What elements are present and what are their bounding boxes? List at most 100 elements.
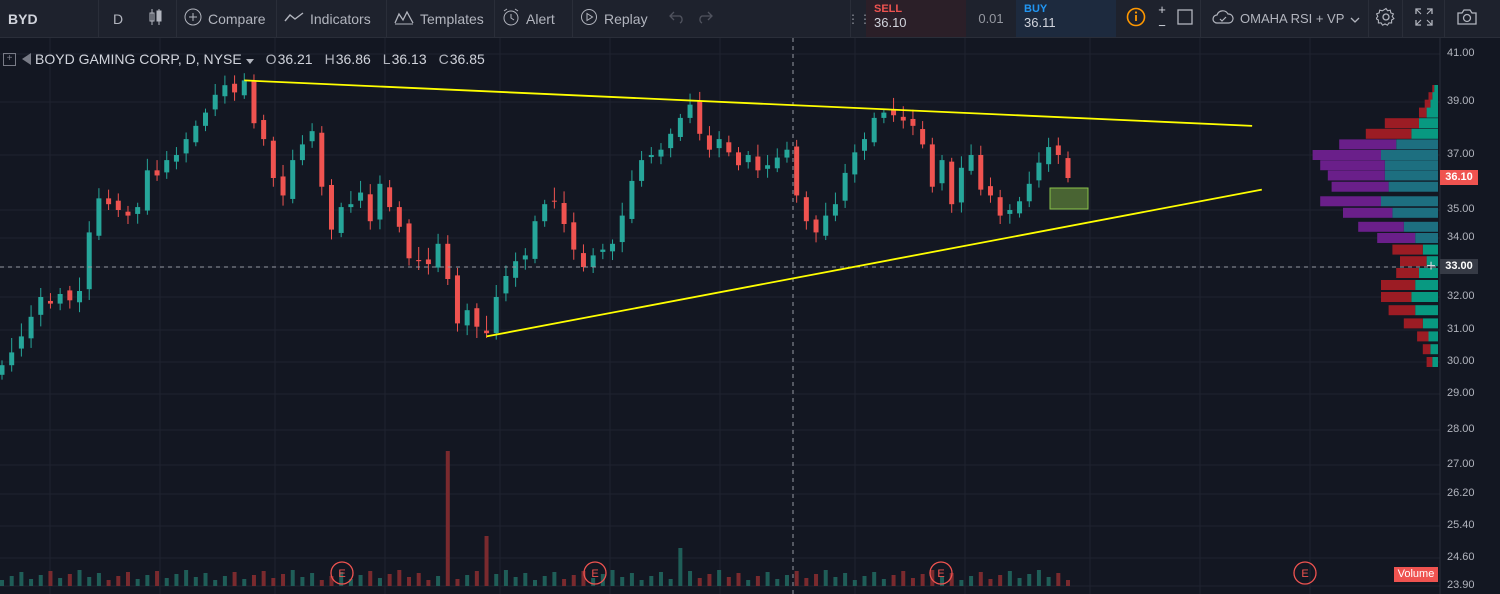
volume-bar [358, 575, 363, 586]
candle-body [610, 243, 616, 252]
candle-body [687, 104, 693, 118]
plus-icon[interactable]: + [1158, 2, 1166, 17]
candle-body [1026, 183, 1032, 202]
candle [619, 202, 625, 253]
candle-body [1046, 147, 1052, 165]
volume-bar [232, 572, 237, 586]
candle-body [416, 260, 422, 262]
volume-bar [872, 572, 877, 586]
info-button[interactable] [1124, 0, 1148, 37]
series-legend: + BOYD GAMING CORP, D, NYSE O 36.21 H 36.8… [0, 50, 485, 68]
candle-body [639, 160, 645, 181]
volume-bar [407, 577, 412, 586]
snapshot-button[interactable] [1452, 0, 1482, 37]
candle-body [784, 149, 790, 158]
candle [338, 202, 344, 238]
fullscreen-button[interactable] [1410, 0, 1438, 37]
square-toggle[interactable] [1174, 0, 1196, 37]
settings-button[interactable] [1372, 0, 1400, 37]
drag-grip-icon[interactable]: ⋮⋮ [847, 11, 871, 26]
redo-button[interactable] [692, 0, 718, 37]
open-value: 36.21 [277, 51, 313, 67]
caret-down-icon[interactable] [245, 51, 254, 67]
volume-bar [251, 575, 256, 586]
replay-button[interactable]: Replay [574, 0, 664, 37]
earnings-circle [583, 561, 607, 585]
volume-bar [319, 580, 324, 586]
alert-button[interactable]: Alert [496, 0, 570, 37]
price-tick-label: 26.20 [1447, 487, 1475, 499]
volume-bar [38, 575, 43, 586]
candle [668, 128, 674, 158]
templates-label: Templates [420, 10, 484, 27]
chart-grid [0, 38, 1440, 594]
sell-button[interactable]: SELL 36.10 [866, 0, 966, 37]
indicators-button[interactable]: Indicators [278, 0, 386, 37]
candle-body [842, 172, 848, 201]
candle [1007, 204, 1013, 224]
chart-type-button[interactable] [138, 0, 174, 37]
candlestick-series [0, 73, 1071, 380]
vp-down-row [1392, 244, 1423, 255]
undo-icon [669, 10, 685, 27]
compare-button[interactable]: Compare [178, 0, 274, 37]
candle [745, 151, 751, 169]
candle-body [677, 117, 683, 137]
symbol-text: BYD [8, 10, 38, 27]
templates-button[interactable]: Templates [388, 0, 492, 37]
candle [38, 288, 44, 327]
volume-bar [988, 579, 993, 586]
vp-up-row [1430, 344, 1438, 355]
candle [212, 84, 218, 117]
candle [125, 205, 131, 224]
candle [464, 303, 470, 336]
minus-icon[interactable]: − [1158, 18, 1166, 33]
candle [784, 141, 790, 163]
vp-down-row [1396, 268, 1419, 278]
candle [406, 219, 412, 266]
expand-icon[interactable]: + [3, 52, 16, 66]
undo-button[interactable] [664, 0, 690, 37]
candle-body [106, 198, 112, 205]
volume-bar [668, 579, 673, 586]
legend-title[interactable]: BOYD GAMING CORP, D, NYSE [35, 51, 242, 67]
info-icon [1126, 7, 1146, 30]
volume-bar [0, 580, 4, 586]
buy-sell-quantity[interactable]: + − [1154, 2, 1170, 36]
candle-body [338, 207, 344, 233]
candle [1036, 152, 1042, 188]
vp-up-row [1426, 256, 1438, 267]
price-tick-label: 34.00 [1447, 231, 1475, 243]
price-tick-label: 31.00 [1447, 323, 1475, 335]
candle [774, 148, 780, 173]
crosshair-plus-icon[interactable]: + [1426, 258, 1436, 275]
layout-selector[interactable]: OMAHA RSI + VP [1206, 0, 1366, 37]
candle-body [135, 207, 141, 214]
buy-button[interactable]: BUY 36.11 [1016, 0, 1116, 37]
price-tick-label: 28.00 [1447, 423, 1475, 435]
interval-button[interactable]: D [99, 0, 137, 37]
flag-icon[interactable] [22, 53, 31, 65]
volume-bar [261, 571, 266, 586]
candle [416, 246, 422, 270]
earnings-circle [330, 561, 354, 585]
candle [1046, 137, 1052, 172]
volume-bar [726, 577, 731, 586]
candle-body [522, 255, 528, 260]
candle [803, 191, 809, 230]
candle [697, 91, 703, 141]
candle [677, 113, 683, 141]
volume-bar [125, 572, 130, 586]
volume-bar [688, 571, 693, 586]
candle-body [774, 157, 780, 169]
candle-body [542, 204, 548, 222]
candle-body [28, 316, 34, 339]
symbol-search[interactable]: BYD [0, 0, 98, 37]
candle-body [590, 255, 596, 267]
volume-bar [1007, 571, 1012, 586]
candle-body [358, 192, 364, 201]
vp-up-row [1415, 305, 1438, 316]
support-trendline [486, 188, 1262, 338]
candle-body [261, 120, 267, 140]
